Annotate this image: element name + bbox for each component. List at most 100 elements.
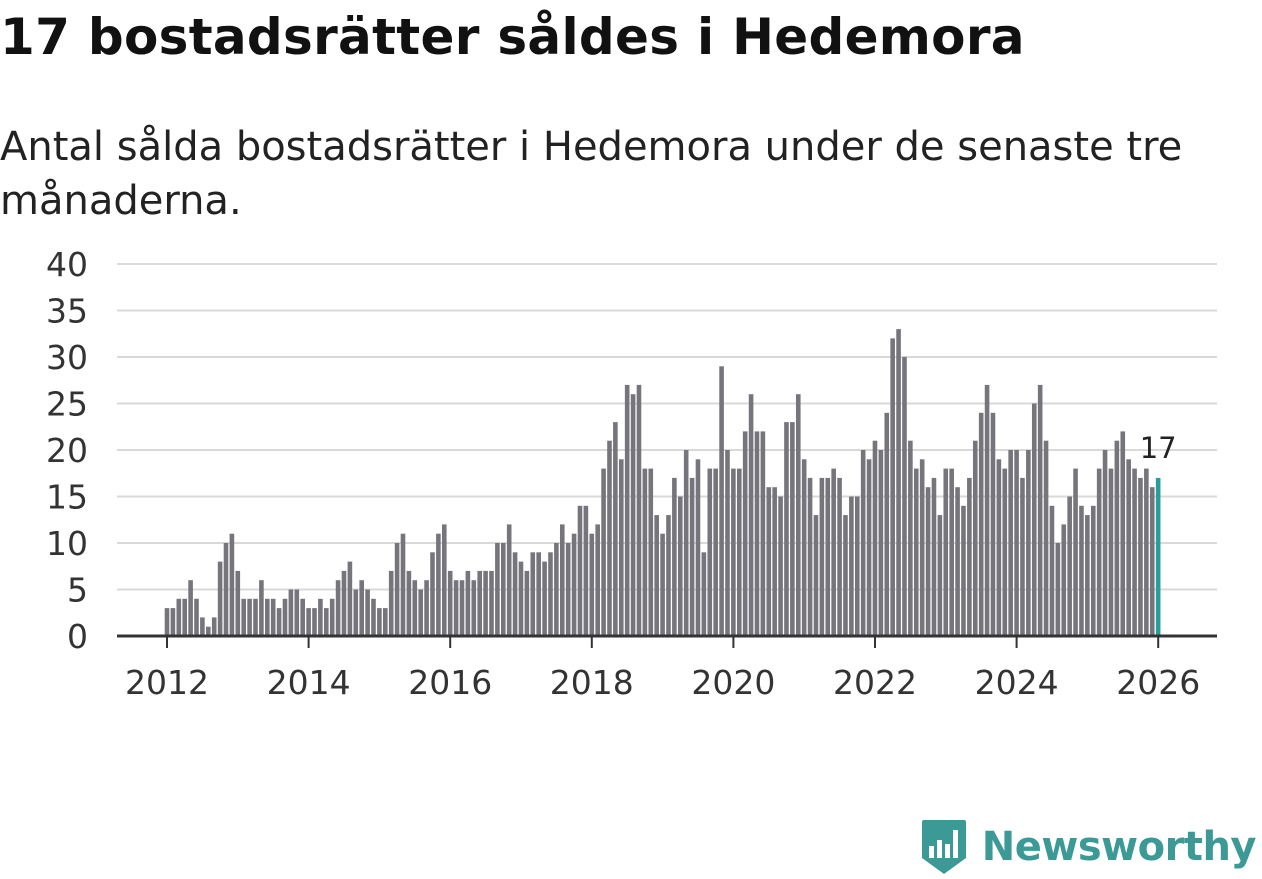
bar xyxy=(164,608,170,636)
bar xyxy=(388,570,394,636)
bar xyxy=(813,515,819,636)
bar xyxy=(365,589,370,636)
bar xyxy=(872,440,878,636)
bar xyxy=(323,608,329,636)
bar xyxy=(1026,450,1031,636)
bar xyxy=(506,524,512,636)
bar xyxy=(902,357,907,636)
bar xyxy=(1085,515,1090,636)
bar xyxy=(860,450,866,636)
bar xyxy=(288,589,294,636)
highlight-value-label: 17 xyxy=(1140,431,1177,465)
bar xyxy=(642,468,648,636)
y-tick-label: 5 xyxy=(67,571,88,610)
bar xyxy=(253,598,258,636)
bar xyxy=(1043,440,1049,636)
bar xyxy=(377,608,382,636)
bar xyxy=(742,431,748,636)
bar xyxy=(854,496,860,636)
bar xyxy=(400,533,406,636)
bar xyxy=(778,496,783,636)
bar xyxy=(1031,403,1037,636)
bar xyxy=(713,468,718,636)
bar xyxy=(542,561,547,636)
y-tick-label: 30 xyxy=(46,338,88,377)
bar-chart-shield-icon xyxy=(921,820,966,874)
bar xyxy=(265,598,270,636)
bar xyxy=(571,533,577,636)
bar xyxy=(170,608,176,636)
bar xyxy=(972,440,978,636)
bar xyxy=(849,496,854,636)
bar xyxy=(695,459,701,636)
bar xyxy=(500,543,506,636)
bar xyxy=(607,440,612,636)
bar xyxy=(955,487,960,636)
bar xyxy=(312,608,317,636)
bar xyxy=(725,450,730,636)
bar xyxy=(453,580,459,636)
bar xyxy=(654,515,659,636)
bar xyxy=(943,468,949,636)
y-tick-label: 0 xyxy=(67,617,88,656)
bar xyxy=(736,468,742,636)
bar xyxy=(306,608,311,636)
bar xyxy=(1002,468,1008,636)
bar xyxy=(618,459,624,636)
bar xyxy=(1096,468,1102,636)
bar xyxy=(1132,468,1137,636)
bar xyxy=(913,468,919,636)
bar xyxy=(1149,487,1155,636)
bar xyxy=(843,515,848,636)
bar xyxy=(931,477,937,636)
bar xyxy=(182,598,187,636)
x-tick-label: 2022 xyxy=(833,663,917,702)
bar xyxy=(548,552,553,636)
bar xyxy=(1008,450,1013,636)
bar xyxy=(536,552,541,636)
bar xyxy=(866,459,872,636)
bar xyxy=(347,561,353,636)
bar xyxy=(719,366,724,636)
chart-subtitle: Antal sålda bostadsrätter i Hedemora und… xyxy=(0,124,1183,224)
bar xyxy=(819,477,825,636)
bar xyxy=(878,450,884,636)
bar xyxy=(772,487,777,636)
x-tick-label: 2014 xyxy=(267,663,351,702)
y-tick-label: 10 xyxy=(46,524,88,563)
bar xyxy=(512,552,518,636)
bar xyxy=(430,552,435,636)
bar xyxy=(766,487,772,636)
x-tick-label: 2012 xyxy=(125,663,209,702)
bar xyxy=(483,570,488,636)
bar xyxy=(677,496,683,636)
bar xyxy=(259,580,264,636)
bar xyxy=(583,505,589,636)
newsworthy-logo: Newsworthy xyxy=(920,818,1257,876)
bar xyxy=(1061,524,1067,636)
bar xyxy=(896,329,901,636)
bar xyxy=(837,477,842,636)
bar xyxy=(1114,440,1120,636)
bar xyxy=(748,394,754,636)
bar xyxy=(707,468,713,636)
bar xyxy=(1102,450,1108,636)
bar xyxy=(565,543,571,636)
bar xyxy=(984,384,990,636)
bar xyxy=(447,570,453,636)
bar xyxy=(406,570,412,636)
bar xyxy=(890,338,895,636)
bar xyxy=(477,570,482,636)
bar xyxy=(1049,505,1055,636)
bar xyxy=(371,598,376,636)
bar xyxy=(790,422,795,636)
bar xyxy=(341,570,347,636)
bar xyxy=(760,431,766,636)
bar xyxy=(459,580,465,636)
bar xyxy=(967,477,972,636)
annotations: 17 xyxy=(1140,431,1177,465)
bar xyxy=(1020,477,1025,636)
bar xyxy=(530,552,536,636)
bar-series xyxy=(164,329,1161,636)
